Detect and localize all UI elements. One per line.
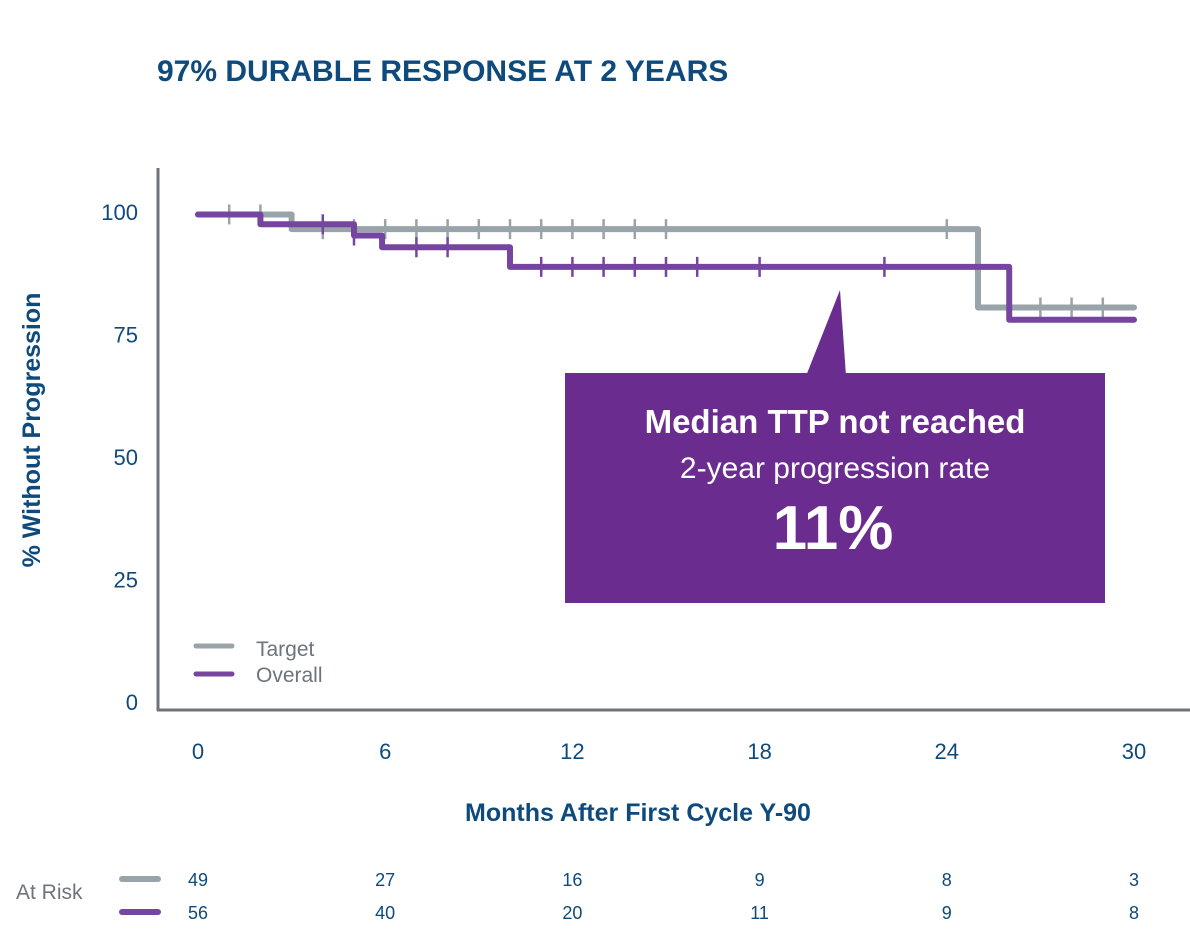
y-tick-label: 0	[126, 690, 138, 715]
series-overall	[195, 211, 1137, 323]
at-risk-value: 8	[942, 870, 952, 890]
at-risk-value: 20	[562, 903, 582, 923]
at-risk-value: 9	[755, 870, 765, 890]
at-risk-value: 11	[750, 903, 769, 923]
x-tick-label: 0	[192, 739, 204, 764]
y-axis-title: % Without Progression	[18, 293, 46, 568]
legend: Target Overall	[193, 638, 323, 687]
x-tick-label: 30	[1122, 739, 1146, 764]
x-tick-label: 6	[379, 739, 391, 764]
at-risk-value: 8	[1129, 903, 1139, 923]
callout: Median TTP not reached 2-year progressio…	[565, 290, 1105, 603]
legend-label-target: Target	[256, 638, 315, 661]
x-tick-label: 24	[935, 739, 959, 764]
at-risk-label: At Risk	[16, 881, 83, 904]
at-risk-value: 16	[562, 870, 582, 890]
survival-curve-overall	[195, 211, 1137, 323]
at-risk-value: 40	[375, 903, 395, 923]
at-risk-value: 56	[188, 903, 208, 923]
at-risk-value: 27	[375, 870, 395, 890]
y-tick-label: 50	[114, 445, 138, 470]
x-tick-label: 12	[560, 739, 584, 764]
callout-line2: 2-year progression rate	[680, 452, 990, 485]
at-risk-value: 9	[942, 903, 952, 923]
callout-box	[565, 373, 1105, 603]
y-tick-label: 75	[114, 323, 138, 348]
callout-line1: Median TTP not reached	[645, 403, 1026, 440]
callout-pointer	[806, 290, 846, 376]
legend-label-overall: Overall	[256, 664, 323, 687]
y-tick-label: 100	[101, 200, 138, 225]
x-axis-title: Months After First Cycle Y-90	[465, 799, 811, 827]
chart-title: 97% DURABLE RESPONSE AT 2 YEARS	[157, 55, 728, 88]
x-tick-label: 18	[747, 739, 771, 764]
y-tick-label: 25	[114, 568, 138, 593]
at-risk-value: 3	[1129, 870, 1139, 890]
at-risk-value: 49	[188, 870, 208, 890]
callout-line3: 11%	[773, 494, 894, 563]
